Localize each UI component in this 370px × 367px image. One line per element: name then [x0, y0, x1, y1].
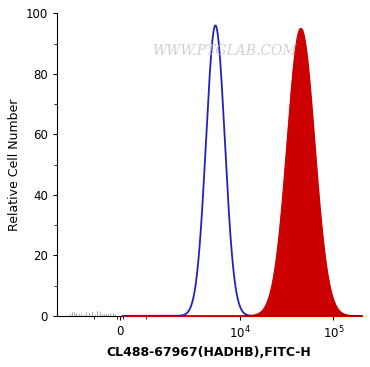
Text: WWW.PTGLAB.COM: WWW.PTGLAB.COM: [152, 44, 297, 58]
X-axis label: CL488-67967(HADHB),FITC-H: CL488-67967(HADHB),FITC-H: [107, 346, 312, 359]
Y-axis label: Relative Cell Number: Relative Cell Number: [9, 98, 21, 231]
